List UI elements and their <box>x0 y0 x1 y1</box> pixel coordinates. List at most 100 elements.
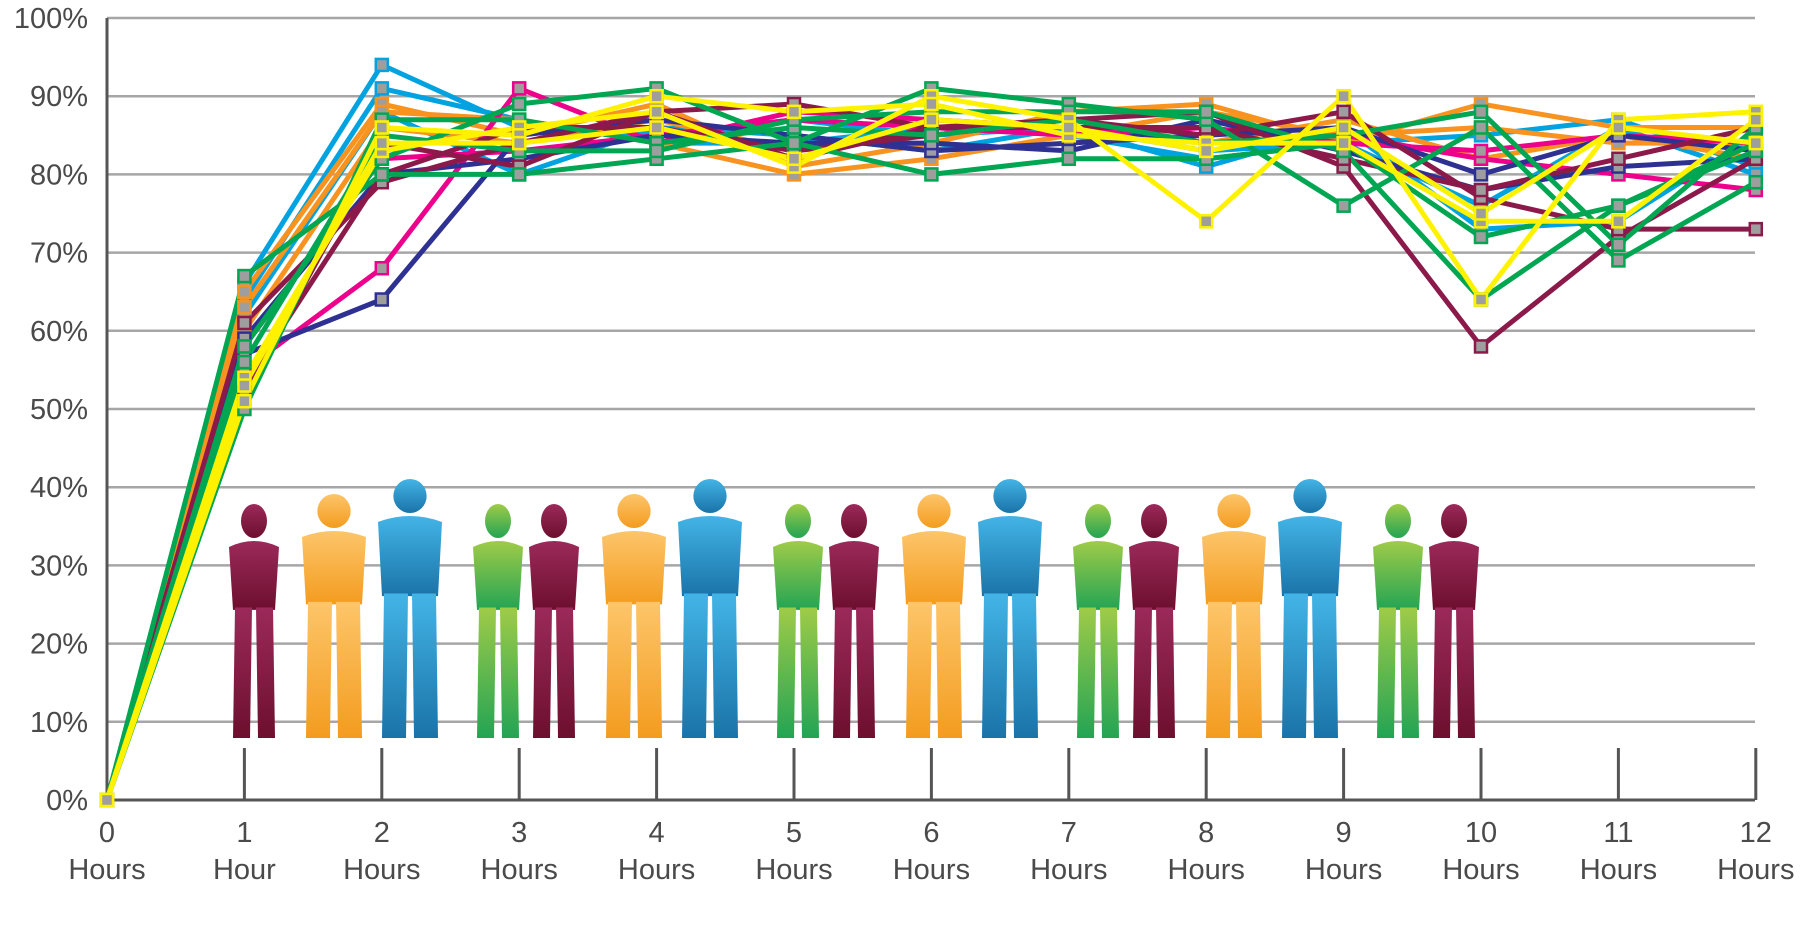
data-point-marker <box>374 120 390 135</box>
data-point-marker <box>374 260 390 276</box>
man-silhouette <box>902 494 966 738</box>
data-point-marker <box>1611 198 1626 213</box>
man-silhouette <box>1278 479 1342 738</box>
y-tick-label: 10% <box>30 707 88 739</box>
x-axis-labels: 0 Hours 1 Hour 2 Hours 3 Hours 4 Hours 5 Hours 6 Hour… <box>68 817 1794 886</box>
data-point-marker <box>1336 104 1351 120</box>
x-tick-unit: Hours <box>481 854 558 886</box>
y-tick-label: 90% <box>30 81 88 113</box>
y-tick-label: 70% <box>30 238 88 270</box>
x-tick-number: 1 <box>236 817 252 849</box>
y-axis-labels: 0% 10% 20% 30% 40% 50% 60% 70% 80% 90% 100% <box>14 3 88 817</box>
data-point-marker <box>237 354 252 370</box>
x-tick-unit: Hours <box>1442 854 1519 886</box>
x-tick-unit: Hours <box>343 854 420 886</box>
x-tick-unit: Hours <box>618 854 695 886</box>
man-silhouette <box>302 494 366 738</box>
data-point-marker <box>1061 120 1077 135</box>
woman-silhouette <box>1429 504 1479 738</box>
data-point-marker <box>1473 292 1489 307</box>
y-tick-label: 30% <box>30 550 88 582</box>
data-point-marker <box>237 378 252 393</box>
y-tick-label: 80% <box>30 159 88 191</box>
y-tick-label: 0% <box>46 785 88 817</box>
x-tick-number: 12 <box>1740 817 1772 849</box>
data-point-marker <box>1611 214 1626 229</box>
data-point-marker <box>1198 104 1214 120</box>
data-point-marker <box>1748 135 1764 151</box>
data-point-marker <box>1336 135 1351 151</box>
data-point-marker <box>1611 151 1626 167</box>
data-point-marker <box>237 268 252 284</box>
man-silhouette <box>678 479 742 738</box>
data-point-marker <box>374 57 390 73</box>
woman-silhouette <box>229 504 279 738</box>
woman-silhouette <box>1373 504 1423 738</box>
data-point-marker <box>374 167 390 182</box>
man-silhouette <box>602 494 666 738</box>
data-point-marker <box>374 135 390 151</box>
man-silhouette <box>378 479 442 738</box>
data-point-marker <box>374 292 390 307</box>
data-point-marker <box>1473 167 1489 182</box>
woman-silhouette <box>529 504 579 738</box>
x-tick-number: 5 <box>786 817 802 849</box>
x-tick-number: 11 <box>1603 817 1633 849</box>
data-point-marker <box>924 112 939 127</box>
data-point-marker <box>1473 339 1489 354</box>
y-tick-label: 20% <box>30 629 88 661</box>
woman-silhouette <box>1073 504 1123 738</box>
data-point-marker <box>924 128 939 143</box>
x-tick-number: 2 <box>374 817 390 849</box>
data-point-marker <box>511 81 527 96</box>
data-point-marker <box>374 81 390 96</box>
data-point-marker <box>649 88 664 104</box>
x-tick-number: 7 <box>1061 817 1077 849</box>
data-point-marker <box>1198 214 1214 229</box>
data-point-marker <box>924 167 939 182</box>
x-tick-number: 10 <box>1465 817 1497 849</box>
x-tick-unit: Hours <box>755 854 832 886</box>
data-point-marker <box>237 300 252 315</box>
data-point-marker <box>1473 143 1489 159</box>
data-point-marker <box>924 96 939 112</box>
data-point-marker <box>1473 206 1489 221</box>
woman-silhouette <box>829 504 879 738</box>
x-tick-unit: Hours <box>1717 854 1794 886</box>
x-tick-number: 6 <box>923 817 939 849</box>
data-point-marker <box>1748 174 1764 190</box>
series-lines <box>99 57 1764 808</box>
data-point-marker <box>99 792 115 808</box>
data-point-marker <box>786 135 802 151</box>
man-silhouette <box>978 479 1042 738</box>
x-tick-unit: Hours <box>1305 854 1382 886</box>
data-point-marker <box>1336 88 1351 104</box>
data-point-marker <box>237 393 252 409</box>
data-point-marker <box>1611 237 1626 253</box>
x-tick-number: 0 <box>99 817 115 849</box>
woman-silhouette <box>473 504 523 738</box>
data-point-marker <box>237 284 252 299</box>
x-tick-unit: Hours <box>1580 854 1657 886</box>
people-silhouettes <box>229 479 1479 738</box>
data-point-marker <box>237 339 252 354</box>
data-point-marker <box>511 167 527 182</box>
data-point-marker <box>1748 221 1764 237</box>
x-tick-number: 4 <box>649 817 665 849</box>
x-tick-number: 3 <box>511 817 527 849</box>
data-point-marker <box>786 104 802 120</box>
x-tick-unit: Hour <box>213 854 276 886</box>
data-point-marker <box>1748 112 1764 127</box>
data-point-marker <box>1336 120 1351 135</box>
y-tick-label: 100% <box>14 3 88 35</box>
data-point-marker <box>1473 104 1489 120</box>
woman-silhouette <box>773 504 823 738</box>
y-tick-label: 60% <box>30 316 88 348</box>
data-point-marker <box>1611 253 1626 268</box>
y-tick-label: 40% <box>30 472 88 504</box>
x-tick-unit: Hours <box>1168 854 1245 886</box>
data-point-marker <box>1473 182 1489 198</box>
x-tick-marks <box>242 748 1758 800</box>
data-point-marker <box>786 151 802 167</box>
data-point-marker <box>1198 143 1214 159</box>
